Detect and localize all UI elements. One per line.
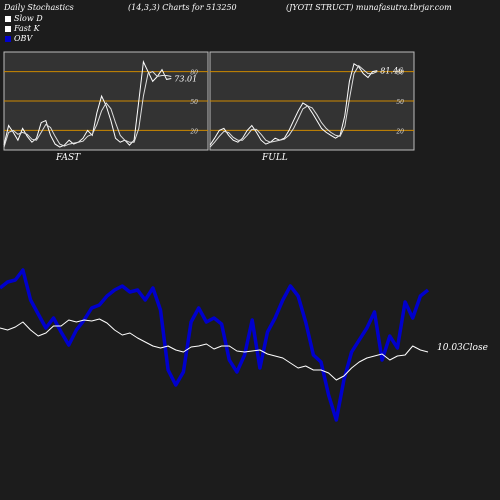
header-left: Daily Stochastics [4, 3, 74, 12]
full-level-label-50: 50 [396, 99, 404, 106]
legend-swatch-obv [5, 36, 11, 42]
obv-line [0, 268, 430, 422]
header-center: (14,3,3) Charts for 513250 [128, 3, 237, 12]
full-level-label-20: 20 [395, 128, 404, 135]
full-level-label-80: 80 [396, 70, 404, 77]
legend-item-slow-d: Slow D [5, 14, 43, 24]
full-series-fast-k [209, 63, 378, 146]
fast-series-slow-d [3, 71, 172, 148]
full-panel-label: FULL [262, 153, 288, 163]
legend-label-fast-k: Fast K [14, 24, 40, 33]
fast-series-fast-k [3, 60, 172, 148]
fast-panel-label: FAST [56, 153, 81, 163]
legend-label-obv: OBV [14, 34, 33, 43]
legend-label-slow-d: Slow D [14, 14, 43, 23]
close-value-label: 10.03Close [437, 343, 488, 353]
fast-value-label: 73.01 [174, 74, 197, 83]
legend-item-fast-k: Fast K [5, 24, 43, 34]
close-line [0, 318, 429, 381]
fast-level-label-20: 20 [189, 128, 198, 135]
legend-item-obv: OBV [5, 34, 43, 44]
header-right: (JYOTI STRUCT) munafasutra.tbrjar.com [286, 3, 452, 12]
legend-swatch-slow-d [5, 16, 11, 22]
full-series-slow-d [209, 64, 378, 148]
fast-level-label-80: 80 [190, 70, 198, 77]
fast-level-label-50: 50 [190, 99, 198, 106]
full-value-label: 81.46 [380, 67, 403, 76]
legend: Slow D Fast K OBV [5, 14, 43, 44]
legend-swatch-fast-k [5, 26, 11, 32]
